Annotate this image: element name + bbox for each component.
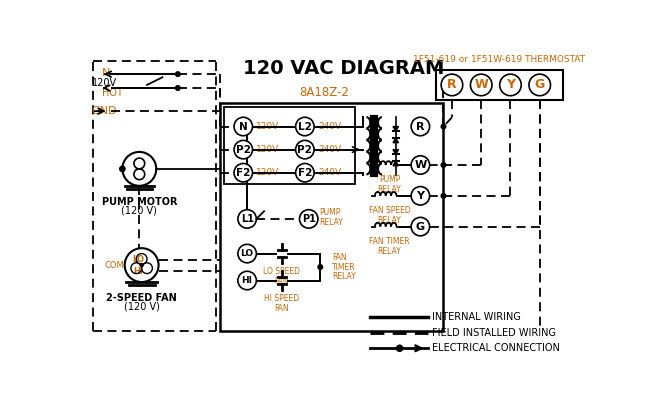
Text: 120 VAC DIAGRAM: 120 VAC DIAGRAM [243, 59, 444, 78]
Text: L1: L1 [241, 214, 254, 224]
Text: F2: F2 [236, 168, 251, 178]
Text: 1F51-619 or 1F51W-619 THERMOSTAT: 1F51-619 or 1F51W-619 THERMOSTAT [413, 55, 586, 64]
Text: COM: COM [105, 261, 125, 269]
Text: PUMP MOTOR: PUMP MOTOR [102, 197, 177, 207]
Circle shape [411, 117, 429, 136]
Text: INTERNAL WIRING: INTERNAL WIRING [432, 313, 521, 323]
Text: (120 V): (120 V) [121, 205, 157, 215]
Circle shape [299, 210, 318, 228]
Polygon shape [393, 150, 399, 154]
Text: LO: LO [241, 249, 254, 258]
Circle shape [295, 163, 314, 182]
Text: 240V: 240V [318, 168, 341, 177]
Circle shape [120, 166, 125, 171]
Circle shape [411, 186, 429, 205]
Circle shape [238, 271, 257, 290]
Text: 240V: 240V [318, 122, 341, 131]
Text: HI: HI [242, 276, 253, 285]
Circle shape [140, 264, 143, 266]
Bar [220, 103, 444, 331]
Circle shape [176, 86, 180, 91]
Circle shape [234, 163, 253, 182]
Circle shape [238, 244, 257, 263]
Text: Y: Y [416, 191, 424, 201]
Text: PUMP
RELAY: PUMP RELAY [378, 175, 401, 194]
Circle shape [176, 72, 180, 76]
Circle shape [411, 217, 429, 236]
Text: W: W [414, 160, 427, 170]
Text: FAN
TIMER
RELAY: FAN TIMER RELAY [332, 253, 356, 281]
Circle shape [234, 117, 253, 136]
Text: 120V: 120V [92, 78, 117, 88]
Circle shape [441, 124, 446, 129]
Text: 120V: 120V [257, 168, 279, 177]
Text: N: N [239, 122, 248, 132]
Circle shape [441, 74, 463, 96]
Text: W: W [474, 78, 488, 91]
Text: F2: F2 [297, 168, 312, 178]
Text: R: R [447, 78, 457, 91]
Circle shape [238, 210, 257, 228]
Text: HI: HI [133, 267, 143, 276]
Polygon shape [393, 138, 399, 143]
Text: 120V: 120V [257, 145, 279, 154]
Text: PUMP
RELAY: PUMP RELAY [320, 208, 343, 227]
Circle shape [397, 345, 403, 352]
Circle shape [441, 194, 446, 198]
Bar [224, 107, 355, 184]
Text: P2: P2 [297, 145, 312, 155]
Text: HOT: HOT [103, 88, 123, 98]
Text: 2-SPEED FAN: 2-SPEED FAN [107, 293, 177, 303]
Circle shape [411, 156, 429, 174]
Text: Y: Y [506, 78, 515, 91]
Bar [436, 70, 563, 100]
Text: G: G [535, 78, 545, 91]
Circle shape [295, 140, 314, 159]
Text: (120 V): (120 V) [124, 301, 159, 311]
Text: FAN TIMER
RELAY: FAN TIMER RELAY [369, 237, 410, 256]
Text: FIELD INSTALLED WIRING: FIELD INSTALLED WIRING [432, 328, 556, 338]
Text: N: N [103, 67, 111, 78]
Text: G: G [416, 222, 425, 232]
Text: ELECTRICAL CONNECTION: ELECTRICAL CONNECTION [432, 343, 560, 353]
Text: HI SPEED
FAN: HI SPEED FAN [264, 295, 299, 313]
Text: 240V: 240V [318, 145, 341, 154]
Text: FAN SPEED
RELAY: FAN SPEED RELAY [369, 206, 411, 225]
Circle shape [500, 74, 521, 96]
Circle shape [234, 140, 253, 159]
Text: 120V: 120V [257, 122, 279, 131]
Circle shape [470, 74, 492, 96]
Circle shape [318, 265, 322, 269]
Polygon shape [393, 127, 399, 131]
Circle shape [441, 163, 446, 167]
Text: 8A18Z-2: 8A18Z-2 [299, 86, 349, 99]
Circle shape [529, 74, 551, 96]
Polygon shape [393, 161, 399, 166]
Circle shape [295, 117, 314, 136]
Text: R: R [416, 122, 425, 132]
Text: P2: P2 [236, 145, 251, 155]
Text: GND: GND [92, 106, 117, 116]
Text: LO SPEED
FAN: LO SPEED FAN [263, 267, 300, 286]
Text: P1: P1 [302, 214, 316, 224]
Text: L2: L2 [298, 122, 312, 132]
Text: LO: LO [132, 255, 144, 264]
